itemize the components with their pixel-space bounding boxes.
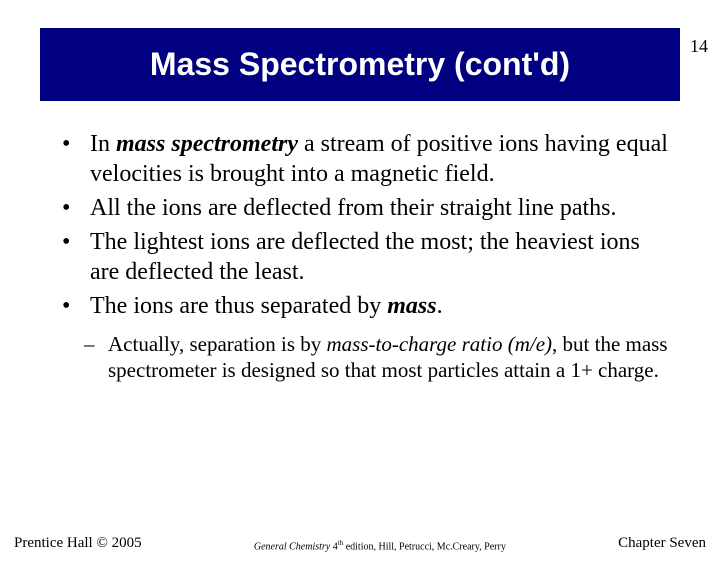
bullet-text-post: The lightest ions are deflected the most…: [90, 229, 640, 285]
footer-center-post: edition, Hill, Petrucci, Mc.Creary, Perr…: [343, 541, 506, 552]
footer-center-ed: 4: [330, 541, 338, 552]
footer-left: Prentice Hall © 2005: [14, 535, 142, 552]
slide-body: In mass spectrometry a stream of positiv…: [50, 129, 670, 384]
slide-title: Mass Spectrometry (cont'd): [40, 28, 680, 101]
bullet-text-post: All the ions are deflected from their st…: [90, 195, 617, 221]
bullet-text-pre: In: [90, 131, 116, 157]
bullet-item: All the ions are deflected from their st…: [80, 193, 670, 223]
bullet-text-pre: The ions are thus separated by: [90, 293, 387, 319]
sub-bullet-item: Actually, separation is by mass-to-charg…: [100, 331, 670, 384]
footer-center-title: General Chemistry: [254, 541, 330, 552]
footer-right: Chapter Seven: [618, 535, 706, 552]
bullet-text-bold: mass spectrometry: [116, 131, 298, 157]
bullet-item: The ions are thus separated by mass.: [80, 291, 670, 321]
sub-bullet-list: Actually, separation is by mass-to-charg…: [50, 331, 670, 384]
bullet-text-bold: mass: [387, 293, 436, 319]
sub-text-bold: mass-to-charge ratio (m/e): [327, 332, 553, 356]
bullet-list: In mass spectrometry a stream of positiv…: [50, 129, 670, 321]
page-number: 14: [690, 36, 708, 57]
slide-footer: Prentice Hall © 2005 General Chemistry 4…: [0, 535, 720, 552]
bullet-item: In mass spectrometry a stream of positiv…: [80, 129, 670, 189]
bullet-text-post: .: [437, 293, 443, 319]
sub-text-pre: Actually, separation is by: [108, 332, 327, 356]
footer-center: General Chemistry 4th edition, Hill, Pet…: [142, 539, 618, 552]
bullet-item: The lightest ions are deflected the most…: [80, 227, 670, 287]
